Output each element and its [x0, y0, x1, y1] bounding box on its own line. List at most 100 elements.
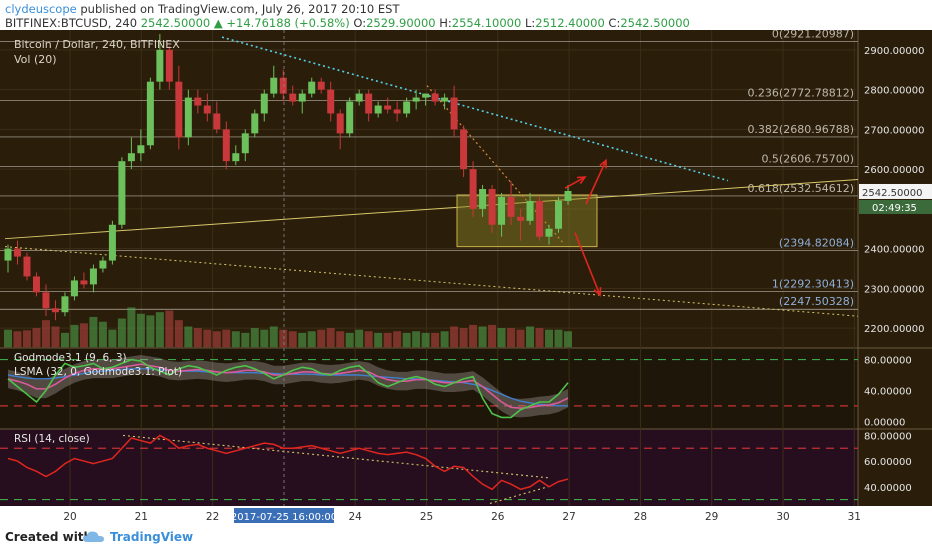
candle-body [203, 105, 211, 114]
candle-body [156, 49, 164, 82]
rsi-support-line [489, 486, 549, 504]
candle-body [460, 129, 468, 170]
candle-body [127, 153, 135, 162]
created-with-text: Created with [5, 530, 93, 544]
high-value: 2554.10000 [451, 16, 522, 30]
candle-body [89, 268, 97, 285]
candle-body [498, 196, 506, 225]
candle-body [4, 248, 12, 261]
volume-bar [545, 329, 554, 348]
candle-body [194, 97, 202, 106]
volume-bar [526, 326, 535, 348]
volume-bar [374, 332, 383, 348]
candle-body [365, 93, 373, 114]
volume-bar [241, 332, 250, 348]
candle-body [431, 93, 439, 102]
volume-bar [51, 326, 60, 348]
price-axis-label: 2600.00000 [864, 165, 924, 176]
last-price: 2542.50000 [140, 16, 211, 30]
volume-bar [60, 332, 69, 348]
candle-body [23, 256, 31, 277]
volume-bar [79, 323, 88, 348]
time-axis-label: 31 [848, 511, 861, 523]
publish-line: clydeuscope published on TradingView.com… [5, 2, 400, 16]
projection-arrow [574, 232, 601, 296]
candle-body [355, 93, 363, 102]
candle-body [450, 97, 458, 130]
volume-bar [193, 328, 202, 348]
godmode-band [8, 354, 568, 418]
candle-body [327, 89, 335, 114]
candle-body [526, 200, 534, 221]
symbol-label: BITFINEX:BTCUSD, 240 [5, 16, 138, 30]
fib-level-label: 0.5(2606.75700) [761, 152, 854, 165]
rsi-axis-label: 40.00000 [864, 483, 912, 494]
volume-bar [184, 326, 193, 348]
volume-bar [89, 316, 98, 348]
candle-body [51, 308, 59, 313]
candle-body [165, 49, 173, 82]
volume-bar [250, 328, 259, 348]
projection-arrowhead [576, 176, 587, 185]
candle-body [184, 97, 192, 138]
candle-body [80, 280, 88, 285]
open-label: O: [353, 16, 367, 30]
countdown-badge [859, 199, 932, 214]
time-axis-label: 30 [776, 511, 789, 523]
candle-body [346, 101, 354, 134]
publish-info: published on TradingView.com, July 26, 2… [80, 2, 400, 16]
volume-bar [469, 324, 478, 348]
volume-bar [421, 332, 430, 348]
candle-body [317, 81, 325, 90]
candle-body [384, 105, 392, 110]
volume-bar [298, 332, 307, 348]
candle-body [99, 260, 107, 269]
volume-bar [4, 329, 12, 348]
volume-bar [307, 331, 316, 348]
volume-bar [431, 332, 440, 348]
high-label: H: [439, 16, 452, 30]
candle-body [507, 196, 515, 217]
volume-bar [402, 332, 411, 348]
candle-body [336, 113, 344, 134]
volume-bar [260, 329, 269, 348]
fib-level-label: 0.236(2772.78812) [747, 86, 854, 99]
volume-bar [13, 331, 22, 348]
volume-bar [231, 331, 240, 348]
volume-bar [155, 312, 164, 348]
time-axis-label: 27 [562, 511, 575, 523]
volume-bar [326, 328, 335, 348]
candle-body [564, 190, 572, 201]
candle-body [260, 93, 268, 114]
countdown-label: 02:49:35 [872, 203, 917, 214]
volume-bar [478, 326, 487, 348]
godmode-line [7, 358, 569, 419]
projection-arrow [564, 176, 586, 189]
godmode-label: Godmode3.1 (9, 6, 3) [14, 352, 127, 364]
price-chart[interactable]: 2200.000002300.000002400.000002500.00000… [0, 30, 932, 526]
time-axis-label: 25 [420, 511, 433, 523]
volume-bar [136, 313, 145, 348]
candle-body [13, 248, 21, 257]
candle-body [213, 113, 221, 130]
tradingview-link[interactable]: TradingView [110, 530, 194, 544]
chart-title: Bitcoin / Dollar, 240, BITFINEX [14, 38, 180, 51]
candle-body [118, 161, 126, 225]
volume-bar [117, 318, 126, 348]
volume-bar [279, 329, 288, 348]
close-label: C: [608, 16, 621, 30]
price-axis-label: 2300.00000 [864, 284, 924, 295]
candle-body [469, 169, 477, 209]
rsi-line [7, 434, 569, 491]
ascending-trendline [4, 178, 859, 240]
low-label: L: [524, 16, 536, 30]
volume-bar [146, 315, 155, 348]
volume-bar [450, 326, 459, 348]
candle-body [61, 296, 69, 313]
candle-body [308, 81, 316, 94]
volume-bar [355, 329, 364, 348]
candle-body [137, 145, 145, 154]
volume-bar [554, 329, 563, 348]
crosshair-time-badge [234, 508, 334, 523]
author-link[interactable]: clydeuscope [5, 2, 77, 16]
